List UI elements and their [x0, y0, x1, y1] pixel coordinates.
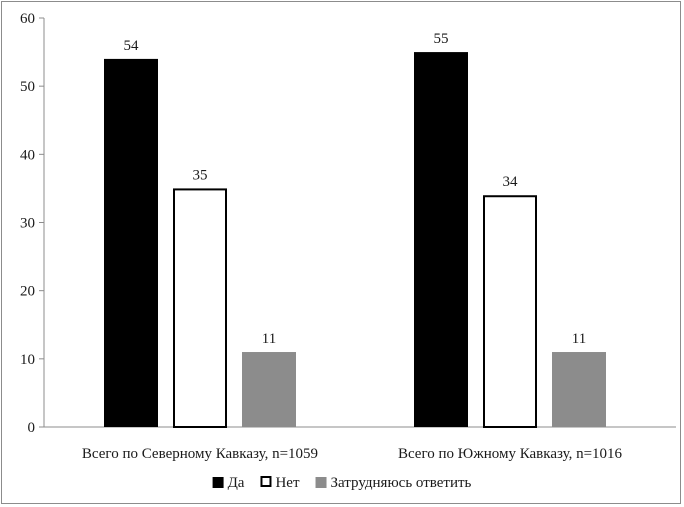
legend-swatch — [212, 477, 224, 488]
legend-label: Да — [228, 475, 245, 491]
bar — [242, 352, 296, 427]
data-label: 11 — [572, 331, 586, 347]
data-label: 35 — [193, 167, 208, 183]
legend-label: Затрудняюсь ответить — [331, 475, 472, 491]
y-tick-label: 10 — [20, 352, 35, 368]
legend-label: Нет — [275, 475, 299, 491]
y-tick-label: 50 — [20, 79, 35, 95]
bar — [173, 188, 227, 428]
legend: Да Нет Затрудняюсь ответить — [212, 475, 472, 491]
y-tick-label: 0 — [28, 420, 36, 436]
data-label: 55 — [434, 31, 449, 47]
bar — [483, 195, 537, 428]
bars — [104, 52, 606, 428]
legend-swatch — [260, 476, 272, 487]
category-label: Всего по Северному Кавказу, n=1059 — [82, 446, 318, 462]
y-tick-label: 20 — [20, 284, 35, 300]
y-tick-label: 60 — [20, 11, 35, 27]
data-label: 54 — [124, 38, 140, 54]
data-label: 34 — [503, 174, 519, 190]
y-tick-label: 30 — [20, 216, 35, 232]
category-label: Всего по Южному Кавказу, n=1016 — [398, 446, 623, 462]
category-labels: Всего по Северному Кавказу, n=1059 Всего … — [82, 446, 623, 462]
legend-swatch — [315, 477, 327, 488]
y-tick-label: 40 — [20, 147, 35, 163]
data-labels: 54 35 11 55 34 11 — [124, 31, 587, 347]
bar — [552, 352, 606, 427]
data-label: 11 — [262, 331, 276, 347]
bar — [104, 58, 158, 428]
bar — [414, 52, 468, 427]
